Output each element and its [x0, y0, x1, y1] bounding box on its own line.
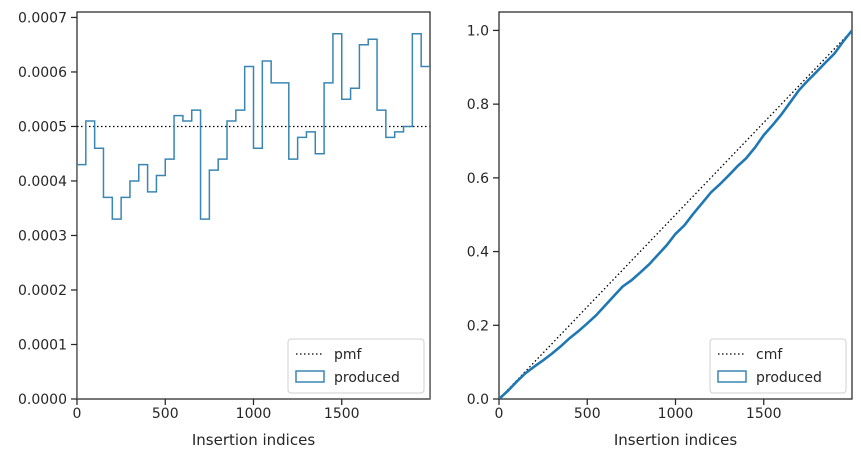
x-tick-label: 1000 — [658, 406, 694, 422]
left-chart-pmf-histogram: 0 500 1000 1500 0.0000 0.0001 0.0002 0.0003 0.00… — [18, 10, 431, 449]
y-tick-label: 0.0006 — [18, 65, 67, 81]
right-chart-cmf-curve: 0 500 1000 1500 0.0 0.2 0.4 0.6 0.8 1.0 Insertion … — [467, 11, 853, 449]
y-tick-label: 0.0 — [467, 392, 489, 408]
legend-label: pmf — [334, 347, 363, 363]
legend-label: cmf — [756, 347, 783, 363]
legend-box — [709, 338, 847, 394]
y-tick-label: 0.0005 — [18, 119, 67, 135]
legend-label: produced — [756, 370, 822, 386]
y-tick-label: 0.0004 — [18, 174, 67, 190]
x-tick-label: 500 — [574, 406, 601, 422]
cmf-line — [499, 29, 852, 399]
x-tick-label: 1500 — [324, 406, 360, 422]
x-tick-label: 0 — [495, 406, 504, 422]
x-axis-label: Insertion indices — [192, 431, 315, 449]
y-tick-label: 0.0002 — [18, 283, 67, 299]
y-tick-label: 0.8 — [467, 97, 489, 113]
x-tick-label: 1000 — [236, 406, 272, 422]
y-tick-label: 0.0001 — [18, 337, 67, 353]
plot-area — [499, 29, 852, 399]
x-tick-label: 0 — [73, 406, 82, 422]
produced-step-histogram — [77, 33, 430, 399]
y-tick-label: 1.0 — [467, 23, 489, 39]
y-tick-label: 0.0007 — [18, 10, 67, 26]
y-tick-label: 0.2 — [467, 318, 489, 334]
legend: pmf produced — [287, 338, 425, 394]
y-tick-label: 0.0003 — [18, 228, 67, 244]
legend-box — [287, 338, 425, 394]
y-tick-label: 0.6 — [467, 171, 489, 187]
y-tick-label: 0.0000 — [18, 392, 67, 408]
legend-label: produced — [334, 370, 400, 386]
y-tick-label: 0.4 — [467, 245, 489, 261]
legend-swatch-box — [717, 370, 747, 383]
legend-swatch-box — [295, 370, 325, 383]
x-axis-label: Insertion indices — [614, 431, 737, 449]
plot-area — [77, 33, 430, 399]
x-tick-label: 500 — [152, 406, 179, 422]
legend: cmf produced — [709, 338, 847, 394]
x-tick-label: 1500 — [746, 406, 782, 422]
produced-cumulative-curve — [499, 29, 852, 399]
